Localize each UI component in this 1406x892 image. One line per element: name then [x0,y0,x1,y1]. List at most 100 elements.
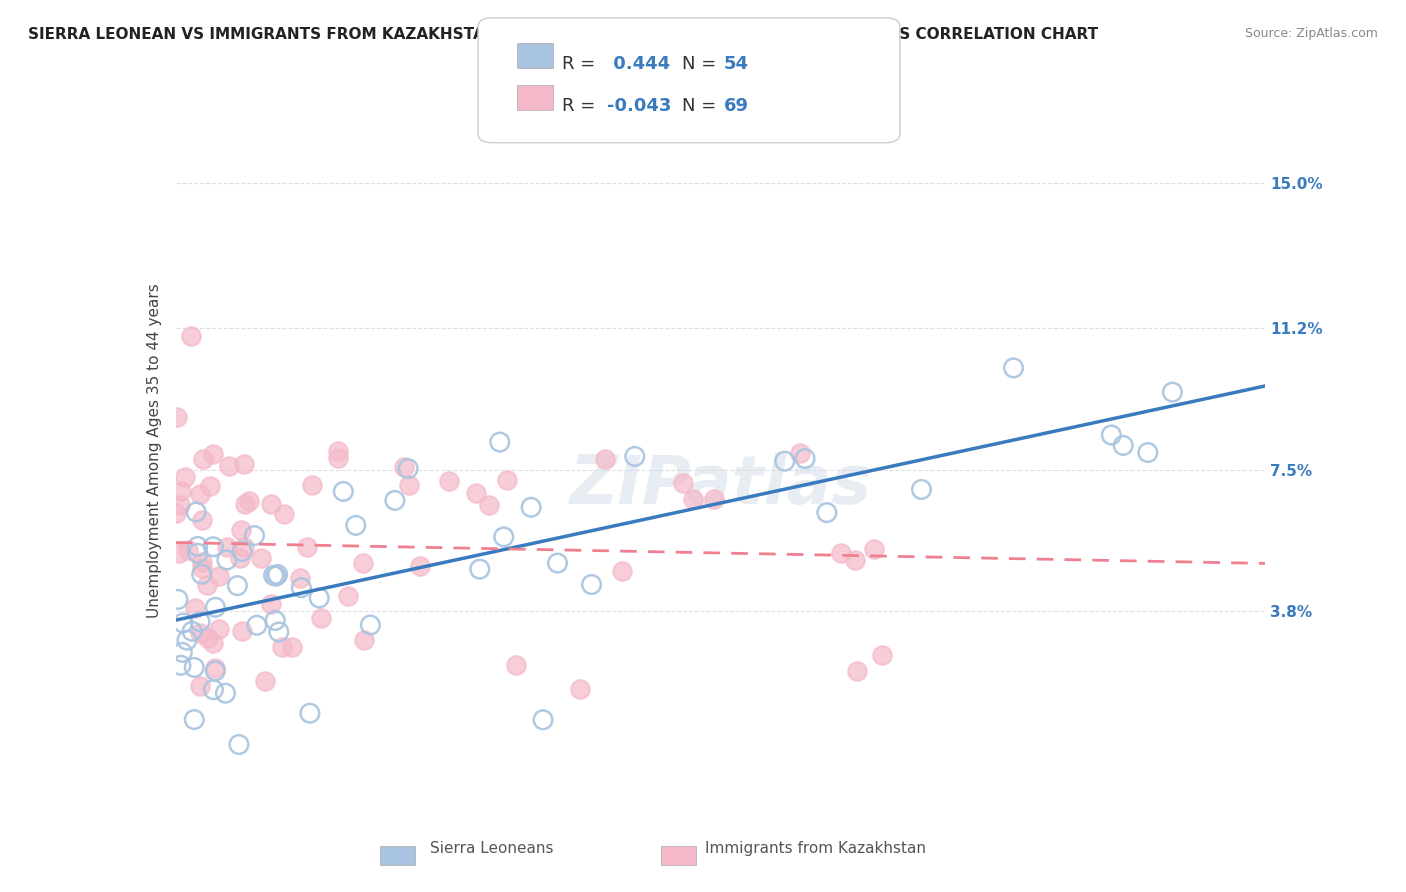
Point [197,631,219,645]
Point [184,601,207,615]
Point [672,476,695,491]
Point [870,648,893,663]
Point [437,474,460,488]
Text: SIERRA LEONEAN VS IMMIGRANTS FROM KAZAKHSTAN UNEMPLOYMENT AMONG AGES 35 TO 44 YE: SIERRA LEONEAN VS IMMIGRANTS FROM KAZAKH… [28,27,1098,42]
Point [384,493,406,508]
Point [1002,360,1025,375]
Point [201,636,224,650]
Point [336,589,359,603]
Point [166,409,188,424]
Point [297,541,319,555]
Point [165,506,187,520]
Point [846,665,869,679]
Text: R =: R = [562,55,602,73]
Point [682,491,704,506]
Point [177,543,200,558]
Point [1099,428,1122,442]
Point [408,559,430,574]
Point [280,640,302,654]
Point [246,618,269,632]
Point [520,500,543,515]
Point [204,600,226,615]
Point [232,457,254,471]
Point [309,610,332,624]
Point [191,561,214,575]
Point [214,686,236,700]
Point [290,581,312,595]
Point [190,567,212,582]
Point [260,597,283,611]
Point [308,591,330,605]
Point [195,578,218,592]
Point [231,523,253,537]
Point [250,551,273,566]
Point [218,458,240,473]
Text: ZIPatlas: ZIPatlas [569,452,872,517]
Point [359,618,381,632]
Y-axis label: Unemployment Among Ages 35 to 44 years: Unemployment Among Ages 35 to 44 years [146,283,162,618]
Point [773,454,796,468]
Point [188,615,211,629]
Point [547,556,569,570]
Point [243,528,266,542]
Point [1112,438,1135,452]
Point [332,484,354,499]
Point [465,486,488,500]
Text: Sierra Leoneans: Sierra Leoneans [430,841,554,856]
Point [188,626,211,640]
Point [298,706,321,721]
Point [201,447,224,461]
Point [353,633,375,648]
Point [288,571,311,585]
Point [478,498,501,512]
Point [231,544,253,558]
Point [531,713,554,727]
Point [569,681,592,696]
Text: -0.043: -0.043 [607,97,672,115]
Point [202,540,225,554]
Point [183,713,205,727]
Point [266,567,288,582]
Point [344,518,367,533]
Point [264,614,287,628]
Point [398,478,420,492]
Text: 69: 69 [724,97,749,115]
Point [488,435,510,450]
Point [187,546,209,560]
Point [1161,385,1184,400]
Point [193,451,215,466]
Point [1136,445,1159,459]
Point [326,444,349,458]
Point [910,483,932,497]
Point [267,624,290,639]
Point [273,507,295,521]
Point [228,738,250,752]
Point [215,553,238,567]
Point [505,657,527,672]
Point [173,470,195,484]
Point [172,645,194,659]
Point [235,497,257,511]
Point [202,682,225,697]
Text: Immigrants from Kazakhstan: Immigrants from Kazakhstan [704,841,927,856]
Point [862,542,884,557]
Point [208,622,231,636]
Point [170,484,193,499]
Point [172,615,194,630]
Point [254,674,277,689]
Point [204,660,226,674]
Point [190,555,212,569]
Point [271,640,294,655]
Point [187,540,209,554]
Point [184,505,207,519]
Point [198,479,221,493]
Point [392,459,415,474]
Point [231,624,253,638]
Point [328,451,350,466]
Point [264,569,287,583]
Point [208,569,231,583]
Point [233,540,256,554]
Text: R =: R = [562,97,602,115]
Point [468,562,491,576]
Point [830,546,852,560]
